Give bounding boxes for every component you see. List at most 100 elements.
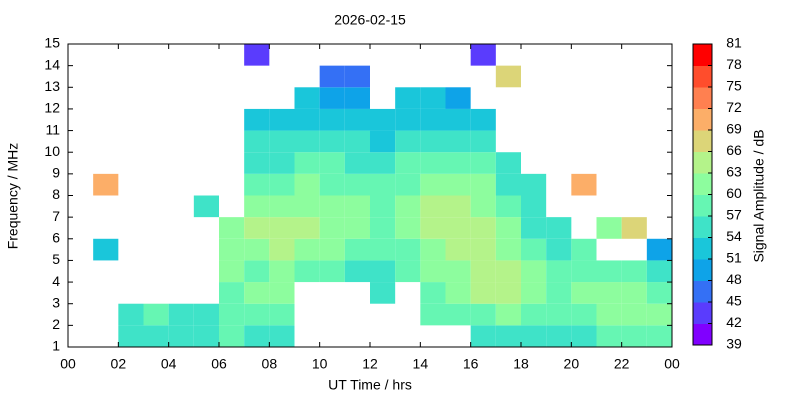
heat-cell [319,152,345,174]
heat-cell [420,282,446,304]
colorbar-segment [693,151,712,174]
x-tick-label: 02 [111,356,127,372]
heat-cell [244,195,270,218]
heat-cell [470,303,496,326]
heat-cell [93,173,119,196]
colorbar-tick-label: 39 [726,336,742,352]
heat-cell [294,173,320,196]
heat-cell [244,303,270,326]
heat-cell [571,325,597,347]
heat-cell [269,108,295,131]
heat-cell [445,108,471,131]
heat-cell [219,303,245,326]
x-tick-label: 16 [463,356,479,372]
x-tick-label: 20 [564,356,580,372]
heat-cell [395,87,421,109]
heat-cell [319,65,345,88]
heat-cell [344,260,370,283]
heat-cell [269,325,295,347]
heat-cell [646,282,672,304]
y-tick-label: 13 [44,78,60,94]
heat-cell [244,130,270,153]
heat-cell [420,152,446,174]
heat-cell [370,130,396,153]
heat-cell [395,152,421,174]
heat-cell [495,195,521,218]
heat-cell [470,260,496,283]
heat-cell [244,260,270,283]
heat-cell [269,195,295,218]
heat-cell [319,217,345,239]
heat-cell [370,195,396,218]
colorbar-tick-label: 54 [726,228,742,244]
heat-cell [395,130,421,153]
heat-cell [420,195,446,218]
colorbar-segment [693,65,712,88]
heat-cell [445,217,471,239]
heat-cell [395,238,421,261]
heat-cell [244,173,270,196]
heat-cell [269,173,295,196]
heat-cell [646,325,672,347]
heat-cell [521,173,547,196]
colorbar-segment [693,108,712,131]
y-tick-label: 2 [52,316,60,332]
colorbar-tick-label: 57 [726,207,742,223]
y-tick-label: 14 [44,56,60,72]
colorbar-label: Signal Amplitude / dB [751,129,767,262]
heat-cell [244,152,270,174]
heat-cell [546,217,572,239]
y-tick-label: 15 [44,35,60,51]
heat-cell [445,173,471,196]
heat-cell [319,87,345,109]
heat-cell [495,303,521,326]
heat-cell [420,87,446,109]
heat-cell [319,130,345,153]
x-tick-label: 04 [161,356,177,372]
heat-cell [370,217,396,239]
heat-cell [370,108,396,131]
heat-cell [445,195,471,218]
heat-cell [294,108,320,131]
heat-cell [118,303,144,326]
colorbar-tick-label: 51 [726,250,742,266]
heat-cell [420,260,446,283]
heat-cell [445,87,471,109]
heat-cell [143,325,169,347]
heat-cell [495,173,521,196]
heat-cell [521,238,547,261]
heat-cell [420,217,446,239]
heat-cell [219,260,245,283]
heat-cell [219,282,245,304]
heat-cell [420,303,446,326]
heat-cell [344,65,370,88]
heat-cell [521,195,547,218]
heat-cell [244,217,270,239]
heat-cell [420,238,446,261]
heat-cell [294,217,320,239]
x-axis-label: UT Time / hrs [328,377,412,393]
heat-cell [269,303,295,326]
heat-cell [269,217,295,239]
y-tick-label: 4 [52,273,60,289]
heat-cell [344,217,370,239]
heat-cell [193,195,219,218]
heat-cell [370,152,396,174]
heat-cell [395,108,421,131]
x-tick-label: 06 [211,356,227,372]
colorbar-segment [693,87,712,109]
colorbar-segment [693,194,712,217]
heat-cell [168,303,194,326]
heat-cell [521,260,547,283]
y-tick-label: 3 [52,294,60,310]
y-tick-label: 7 [52,208,60,224]
x-tick-label: 10 [312,356,328,372]
heat-cell [470,238,496,261]
x-tick-label: 00 [60,356,76,372]
heat-cell [521,303,547,326]
heat-cell [294,87,320,109]
heat-cell [269,260,295,283]
heat-cell [495,217,521,239]
heat-cell [445,282,471,304]
colorbar-tick-label: 81 [726,35,742,51]
